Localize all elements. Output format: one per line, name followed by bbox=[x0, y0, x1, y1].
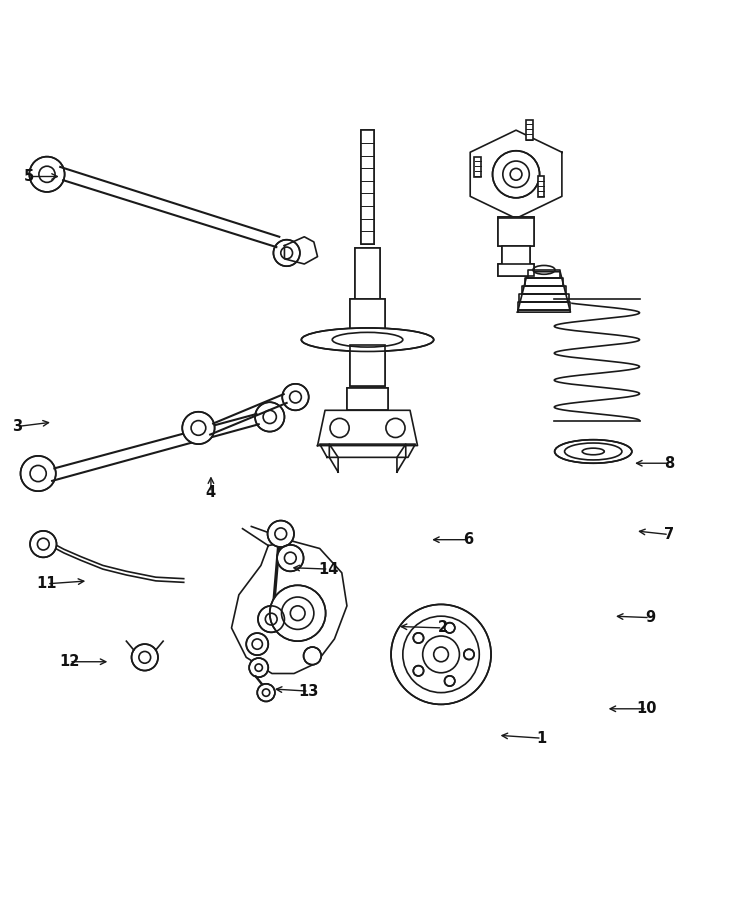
Polygon shape bbox=[525, 278, 563, 286]
Circle shape bbox=[391, 605, 491, 705]
Text: 3: 3 bbox=[13, 419, 23, 434]
Circle shape bbox=[255, 402, 284, 432]
Circle shape bbox=[444, 623, 455, 633]
Text: 4: 4 bbox=[206, 485, 216, 500]
Text: 9: 9 bbox=[645, 610, 655, 626]
Circle shape bbox=[444, 676, 455, 686]
Circle shape bbox=[464, 649, 474, 660]
Bar bbox=[526, 120, 533, 140]
Bar bbox=[497, 217, 534, 247]
Circle shape bbox=[282, 383, 308, 410]
Bar bbox=[502, 246, 530, 265]
Bar bbox=[355, 248, 380, 300]
Text: 10: 10 bbox=[637, 701, 657, 716]
Text: 11: 11 bbox=[37, 576, 58, 591]
Circle shape bbox=[277, 544, 303, 572]
Bar bbox=[350, 300, 385, 336]
Circle shape bbox=[30, 157, 65, 192]
Polygon shape bbox=[397, 444, 406, 472]
Polygon shape bbox=[470, 130, 562, 219]
Polygon shape bbox=[522, 286, 566, 294]
Circle shape bbox=[249, 658, 269, 677]
Polygon shape bbox=[284, 237, 317, 264]
Bar bbox=[475, 157, 481, 177]
Text: 7: 7 bbox=[664, 527, 674, 542]
Bar bbox=[361, 130, 374, 244]
Circle shape bbox=[182, 412, 215, 444]
Bar bbox=[350, 346, 385, 386]
Bar bbox=[498, 264, 534, 275]
Circle shape bbox=[131, 644, 158, 670]
Circle shape bbox=[21, 456, 56, 491]
Text: 12: 12 bbox=[59, 654, 79, 670]
Bar bbox=[502, 246, 530, 265]
Text: 1: 1 bbox=[537, 731, 547, 746]
Circle shape bbox=[258, 684, 275, 701]
Polygon shape bbox=[517, 302, 570, 310]
Polygon shape bbox=[317, 410, 418, 446]
Bar bbox=[497, 217, 534, 247]
Circle shape bbox=[303, 647, 321, 665]
Circle shape bbox=[30, 531, 57, 557]
Circle shape bbox=[413, 666, 424, 676]
Polygon shape bbox=[232, 541, 347, 673]
Circle shape bbox=[270, 585, 325, 641]
Polygon shape bbox=[528, 270, 560, 278]
Polygon shape bbox=[517, 272, 570, 312]
Text: 5: 5 bbox=[24, 169, 35, 184]
Bar bbox=[350, 300, 385, 336]
Text: 6: 6 bbox=[463, 532, 473, 547]
Circle shape bbox=[246, 633, 269, 655]
Circle shape bbox=[492, 151, 539, 198]
Ellipse shape bbox=[555, 440, 632, 464]
Text: 13: 13 bbox=[299, 684, 319, 698]
Bar bbox=[355, 248, 380, 300]
Circle shape bbox=[268, 520, 294, 547]
Polygon shape bbox=[519, 294, 569, 302]
Bar bbox=[347, 388, 388, 410]
Bar bbox=[361, 130, 374, 244]
Bar bbox=[498, 264, 534, 275]
Text: 14: 14 bbox=[318, 562, 339, 577]
Bar bbox=[350, 346, 385, 386]
Bar bbox=[347, 388, 388, 410]
Circle shape bbox=[258, 606, 284, 633]
Polygon shape bbox=[329, 444, 338, 472]
Polygon shape bbox=[320, 444, 415, 457]
Ellipse shape bbox=[301, 328, 434, 352]
Circle shape bbox=[413, 633, 424, 643]
Text: 2: 2 bbox=[438, 620, 447, 635]
Bar bbox=[538, 176, 545, 197]
Circle shape bbox=[273, 239, 300, 266]
Text: 8: 8 bbox=[664, 455, 674, 471]
